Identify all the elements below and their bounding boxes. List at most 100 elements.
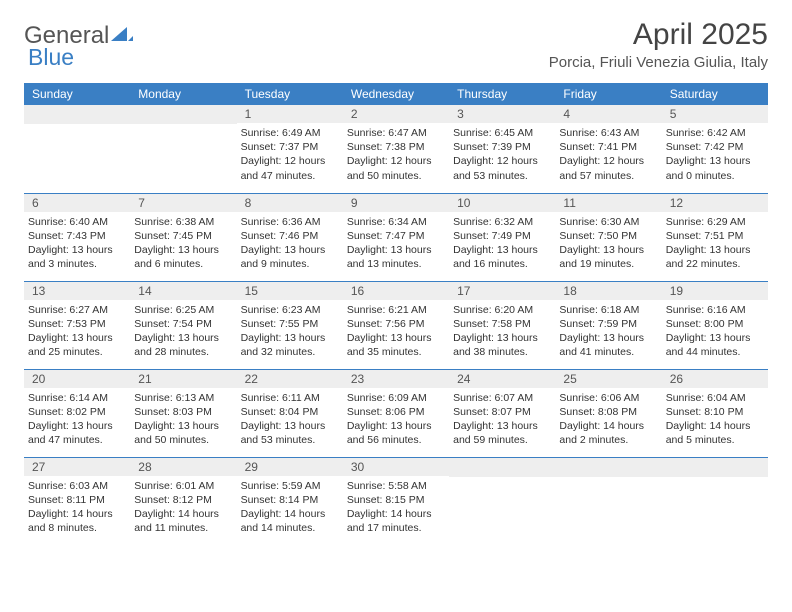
day-number: 3: [449, 105, 555, 123]
calendar-cell: 20Sunrise: 6:14 AMSunset: 8:02 PMDayligh…: [24, 369, 130, 457]
day-number: 14: [130, 282, 236, 300]
day-number: 18: [555, 282, 661, 300]
empty-daynum: [555, 458, 661, 477]
title-block: April 2025 Porcia, Friuli Venezia Giulia…: [549, 18, 768, 71]
day-number: 16: [343, 282, 449, 300]
day-number: 17: [449, 282, 555, 300]
day-details: Sunrise: 5:59 AMSunset: 8:14 PMDaylight:…: [237, 476, 343, 544]
day-details: Sunrise: 6:40 AMSunset: 7:43 PMDaylight:…: [24, 212, 130, 280]
day-number: 5: [662, 105, 768, 123]
calendar-cell: [555, 457, 661, 545]
calendar-cell: 11Sunrise: 6:30 AMSunset: 7:50 PMDayligh…: [555, 193, 661, 281]
calendar-cell: [449, 457, 555, 545]
day-details: Sunrise: 6:01 AMSunset: 8:12 PMDaylight:…: [130, 476, 236, 544]
day-header: Tuesday: [237, 83, 343, 105]
calendar-week-row: 13Sunrise: 6:27 AMSunset: 7:53 PMDayligh…: [24, 281, 768, 369]
brand-part2: Blue: [28, 44, 74, 71]
empty-daynum: [24, 105, 130, 124]
calendar-cell: 1Sunrise: 6:49 AMSunset: 7:37 PMDaylight…: [237, 105, 343, 193]
calendar-cell: 28Sunrise: 6:01 AMSunset: 8:12 PMDayligh…: [130, 457, 236, 545]
calendar-cell: 6Sunrise: 6:40 AMSunset: 7:43 PMDaylight…: [24, 193, 130, 281]
day-details: Sunrise: 6:23 AMSunset: 7:55 PMDaylight:…: [237, 300, 343, 368]
calendar-cell: 24Sunrise: 6:07 AMSunset: 8:07 PMDayligh…: [449, 369, 555, 457]
day-details: Sunrise: 6:49 AMSunset: 7:37 PMDaylight:…: [237, 123, 343, 191]
day-number: 21: [130, 370, 236, 388]
day-number: 1: [237, 105, 343, 123]
day-details: Sunrise: 6:20 AMSunset: 7:58 PMDaylight:…: [449, 300, 555, 368]
calendar-cell: 2Sunrise: 6:47 AMSunset: 7:38 PMDaylight…: [343, 105, 449, 193]
day-number: 2: [343, 105, 449, 123]
day-number: 30: [343, 458, 449, 476]
day-number: 25: [555, 370, 661, 388]
calendar-cell: 3Sunrise: 6:45 AMSunset: 7:39 PMDaylight…: [449, 105, 555, 193]
calendar-cell: 22Sunrise: 6:11 AMSunset: 8:04 PMDayligh…: [237, 369, 343, 457]
day-number: 10: [449, 194, 555, 212]
day-details: Sunrise: 6:36 AMSunset: 7:46 PMDaylight:…: [237, 212, 343, 280]
calendar-cell: 5Sunrise: 6:42 AMSunset: 7:42 PMDaylight…: [662, 105, 768, 193]
calendar-cell: 8Sunrise: 6:36 AMSunset: 7:46 PMDaylight…: [237, 193, 343, 281]
month-title: April 2025: [549, 18, 768, 52]
day-number: 19: [662, 282, 768, 300]
day-number: 9: [343, 194, 449, 212]
day-details: Sunrise: 6:32 AMSunset: 7:49 PMDaylight:…: [449, 212, 555, 280]
calendar-week-row: 20Sunrise: 6:14 AMSunset: 8:02 PMDayligh…: [24, 369, 768, 457]
calendar-cell: 9Sunrise: 6:34 AMSunset: 7:47 PMDaylight…: [343, 193, 449, 281]
calendar-cell: 29Sunrise: 5:59 AMSunset: 8:14 PMDayligh…: [237, 457, 343, 545]
calendar-cell: 12Sunrise: 6:29 AMSunset: 7:51 PMDayligh…: [662, 193, 768, 281]
calendar-cell: 21Sunrise: 6:13 AMSunset: 8:03 PMDayligh…: [130, 369, 236, 457]
day-details: Sunrise: 6:21 AMSunset: 7:56 PMDaylight:…: [343, 300, 449, 368]
empty-daynum: [449, 458, 555, 477]
calendar-week-row: 6Sunrise: 6:40 AMSunset: 7:43 PMDaylight…: [24, 193, 768, 281]
day-details: Sunrise: 6:18 AMSunset: 7:59 PMDaylight:…: [555, 300, 661, 368]
day-details: Sunrise: 6:27 AMSunset: 7:53 PMDaylight:…: [24, 300, 130, 368]
calendar-cell: 13Sunrise: 6:27 AMSunset: 7:53 PMDayligh…: [24, 281, 130, 369]
calendar-cell: 18Sunrise: 6:18 AMSunset: 7:59 PMDayligh…: [555, 281, 661, 369]
location-subtitle: Porcia, Friuli Venezia Giulia, Italy: [549, 54, 768, 71]
calendar-cell: 17Sunrise: 6:20 AMSunset: 7:58 PMDayligh…: [449, 281, 555, 369]
day-number: 22: [237, 370, 343, 388]
day-header-row: Sunday Monday Tuesday Wednesday Thursday…: [24, 83, 768, 105]
calendar-cell: 26Sunrise: 6:04 AMSunset: 8:10 PMDayligh…: [662, 369, 768, 457]
calendar-cell: 4Sunrise: 6:43 AMSunset: 7:41 PMDaylight…: [555, 105, 661, 193]
day-details: Sunrise: 6:34 AMSunset: 7:47 PMDaylight:…: [343, 212, 449, 280]
day-details: Sunrise: 6:07 AMSunset: 8:07 PMDaylight:…: [449, 388, 555, 456]
day-details: Sunrise: 6:03 AMSunset: 8:11 PMDaylight:…: [24, 476, 130, 544]
calendar-cell: 14Sunrise: 6:25 AMSunset: 7:54 PMDayligh…: [130, 281, 236, 369]
day-number: 20: [24, 370, 130, 388]
day-header: Friday: [555, 83, 661, 105]
calendar-cell: 19Sunrise: 6:16 AMSunset: 8:00 PMDayligh…: [662, 281, 768, 369]
day-header: Saturday: [662, 83, 768, 105]
day-number: 28: [130, 458, 236, 476]
logo-triangle-icon: [111, 27, 133, 45]
day-number: 27: [24, 458, 130, 476]
day-details: Sunrise: 6:06 AMSunset: 8:08 PMDaylight:…: [555, 388, 661, 456]
day-details: Sunrise: 6:11 AMSunset: 8:04 PMDaylight:…: [237, 388, 343, 456]
day-header: Thursday: [449, 83, 555, 105]
calendar-cell: 7Sunrise: 6:38 AMSunset: 7:45 PMDaylight…: [130, 193, 236, 281]
calendar-cell: 27Sunrise: 6:03 AMSunset: 8:11 PMDayligh…: [24, 457, 130, 545]
day-number: 8: [237, 194, 343, 212]
day-details: Sunrise: 6:09 AMSunset: 8:06 PMDaylight:…: [343, 388, 449, 456]
empty-daynum: [130, 105, 236, 124]
day-details: Sunrise: 6:25 AMSunset: 7:54 PMDaylight:…: [130, 300, 236, 368]
day-number: 29: [237, 458, 343, 476]
day-details: Sunrise: 6:42 AMSunset: 7:42 PMDaylight:…: [662, 123, 768, 191]
calendar-cell: 25Sunrise: 6:06 AMSunset: 8:08 PMDayligh…: [555, 369, 661, 457]
day-details: Sunrise: 5:58 AMSunset: 8:15 PMDaylight:…: [343, 476, 449, 544]
day-details: Sunrise: 6:04 AMSunset: 8:10 PMDaylight:…: [662, 388, 768, 456]
day-details: Sunrise: 6:38 AMSunset: 7:45 PMDaylight:…: [130, 212, 236, 280]
day-details: Sunrise: 6:30 AMSunset: 7:50 PMDaylight:…: [555, 212, 661, 280]
day-header: Wednesday: [343, 83, 449, 105]
calendar-cell: [24, 105, 130, 193]
calendar-cell: 23Sunrise: 6:09 AMSunset: 8:06 PMDayligh…: [343, 369, 449, 457]
page-header: General April 2025 Porcia, Friuli Venezi…: [24, 18, 768, 71]
day-details: Sunrise: 6:29 AMSunset: 7:51 PMDaylight:…: [662, 212, 768, 280]
empty-daynum: [662, 458, 768, 477]
calendar-body: 1Sunrise: 6:49 AMSunset: 7:37 PMDaylight…: [24, 105, 768, 545]
calendar-cell: 10Sunrise: 6:32 AMSunset: 7:49 PMDayligh…: [449, 193, 555, 281]
calendar-cell: [662, 457, 768, 545]
day-number: 11: [555, 194, 661, 212]
day-number: 6: [24, 194, 130, 212]
day-number: 13: [24, 282, 130, 300]
day-number: 24: [449, 370, 555, 388]
